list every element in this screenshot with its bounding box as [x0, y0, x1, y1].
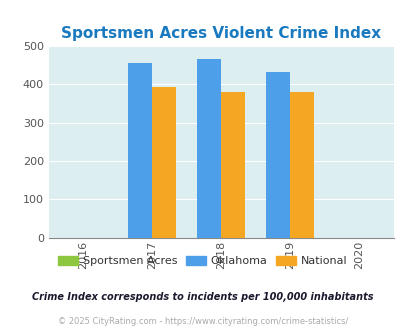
Bar [128, 63, 152, 238]
Legend: Sportsmen Acres, Oklahoma, National: Sportsmen Acres, Oklahoma, National [54, 251, 351, 271]
Text: Crime Index corresponds to incidents per 100,000 inhabitants: Crime Index corresponds to incidents per… [32, 292, 373, 302]
Title: Sportsmen Acres Violent Crime Index: Sportsmen Acres Violent Crime Index [61, 26, 380, 41]
Bar [197, 59, 221, 238]
Bar [266, 72, 290, 238]
Bar [221, 92, 245, 238]
Bar [290, 92, 314, 238]
Bar [152, 87, 176, 238]
Text: © 2025 CityRating.com - https://www.cityrating.com/crime-statistics/: © 2025 CityRating.com - https://www.city… [58, 317, 347, 326]
